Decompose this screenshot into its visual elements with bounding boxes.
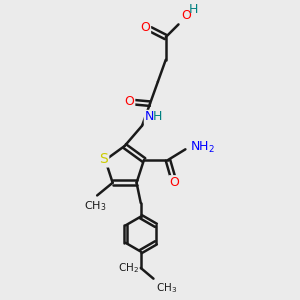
Text: S: S [100, 152, 108, 167]
Text: O: O [169, 176, 179, 189]
Text: O: O [124, 95, 134, 108]
Text: CH$_2$: CH$_2$ [118, 261, 140, 275]
Text: O: O [181, 9, 190, 22]
Text: H: H [189, 4, 199, 16]
Text: NH$_2$: NH$_2$ [190, 140, 214, 155]
Text: O: O [140, 21, 150, 34]
Text: N: N [144, 110, 154, 123]
Text: CH$_3$: CH$_3$ [156, 281, 177, 295]
Text: CH$_3$: CH$_3$ [85, 200, 107, 214]
Text: H: H [153, 110, 162, 123]
